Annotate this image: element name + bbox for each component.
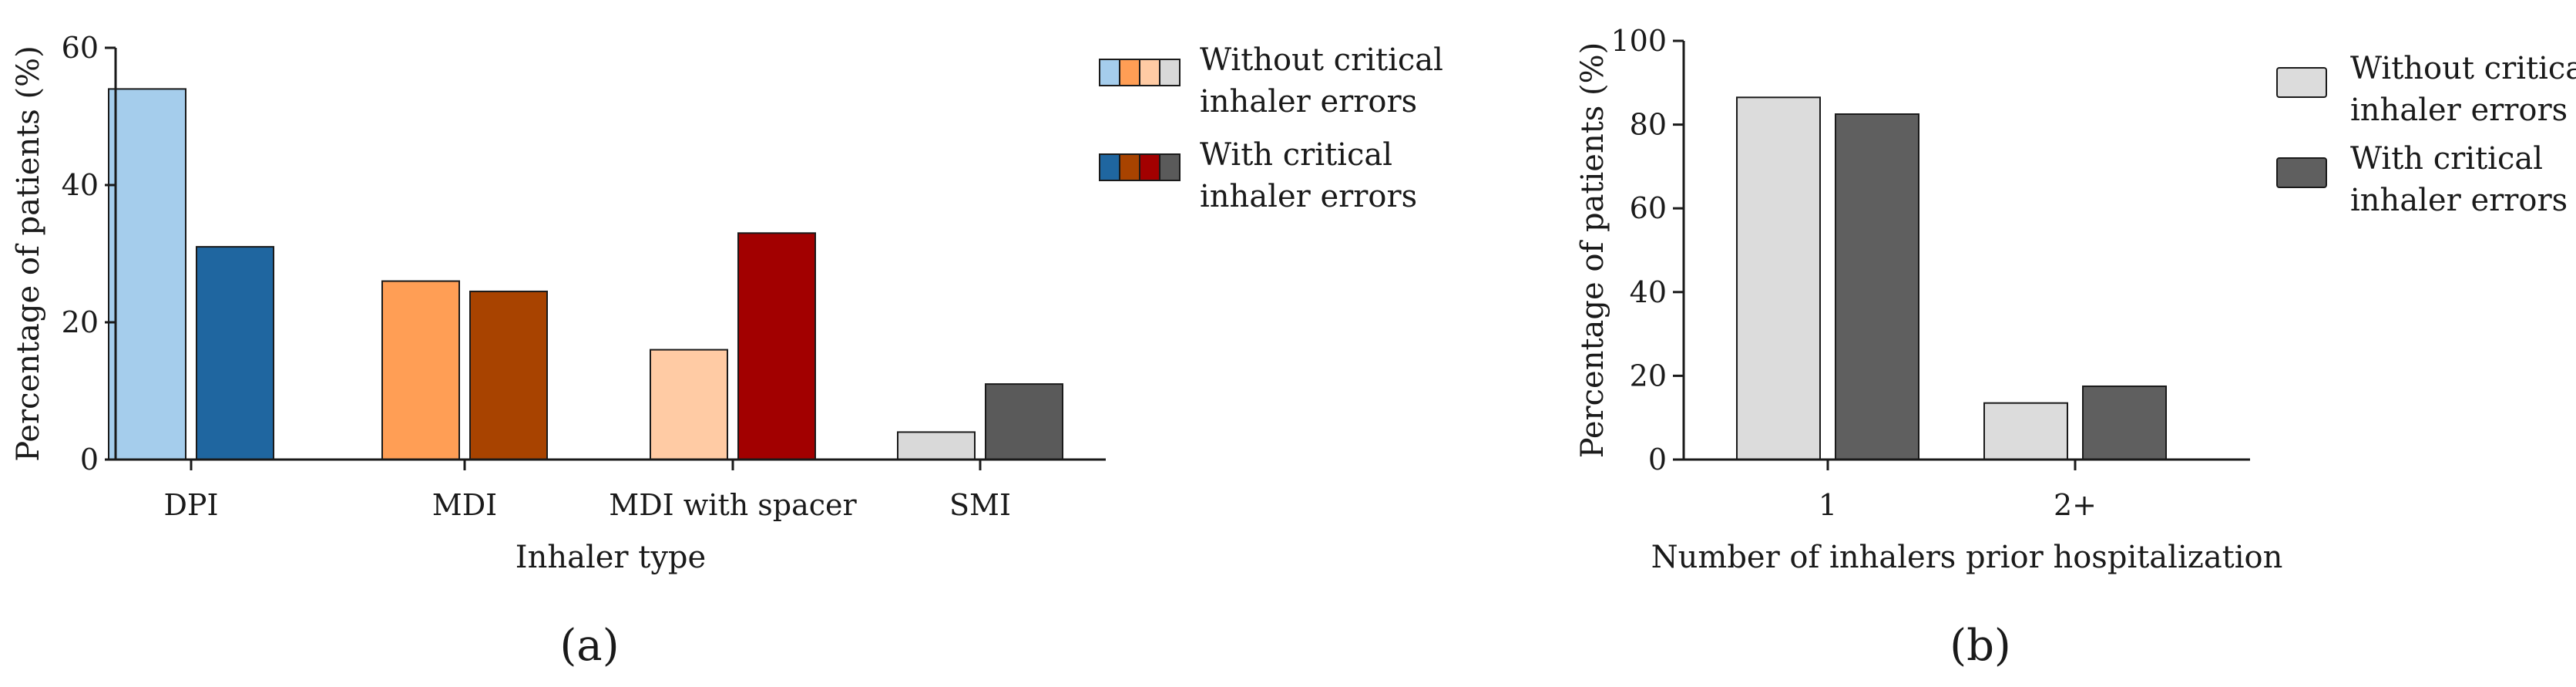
legend-label-line2: inhaler errors — [2350, 93, 2568, 128]
x-tick-label: DPI — [163, 488, 218, 522]
bar-without-errors-2- — [1983, 402, 2068, 461]
legend-label-line2: inhaler errors — [1200, 84, 1417, 120]
y-tick-label: 100 — [1610, 24, 1667, 58]
legend-label-line1: With critical — [2350, 141, 2543, 177]
legend-swatch — [1099, 153, 1120, 181]
y-tick-label: 60 — [1630, 191, 1667, 225]
legend-swatch — [1159, 59, 1181, 86]
chart-panel-b: 0 20 40 60 80 100 1 2+ Number of inhalers prior … — [1575, 24, 2576, 671]
y-tick-label: 60 — [62, 31, 99, 65]
bar-with-errors-smi — [985, 383, 1063, 461]
legend-swatch — [2276, 157, 2327, 188]
bar-with-errors-2- — [2082, 385, 2167, 461]
bar-with-errors-mdi-with-spacer — [737, 232, 816, 460]
y-tick-label: 40 — [1630, 275, 1667, 309]
legend-swatch — [2276, 67, 2327, 98]
bar-without-errors-smi — [897, 431, 976, 461]
legend-label-line2: inhaler errors — [1200, 179, 1417, 214]
x-tick-label: MDI with spacer — [609, 488, 857, 522]
bar-without-errors-dpi — [108, 88, 186, 461]
legend-swatch — [1139, 59, 1160, 86]
y-axis-title: Percentage of patients (%) — [1575, 42, 1610, 459]
legend: Without critical inhaler errors With criti… — [2276, 51, 2576, 218]
y-tick-label: 20 — [1630, 359, 1667, 392]
bar-with-errors-dpi — [196, 246, 274, 460]
legend-swatch — [1119, 59, 1140, 86]
legend-label-line1: With critical — [1200, 137, 1392, 173]
y-tick-label: 0 — [1648, 443, 1667, 477]
legend-swatch — [1139, 153, 1160, 181]
legend-label-line2: inhaler errors — [2350, 183, 2568, 218]
bar-without-errors-mdi-with-spacer — [650, 349, 728, 460]
x-tick-label: 2+ — [2054, 488, 2097, 522]
y-tick-label: 80 — [1630, 108, 1667, 142]
x-axis-title: Inhaler type — [516, 540, 706, 575]
chart-panel-a: 0 20 40 60 DPI MDI MDI with spacer SMI Inhaler t… — [11, 31, 1443, 671]
y-tick-label: 0 — [80, 443, 99, 477]
y-axis-title: Percentage of patients (%) — [11, 45, 46, 462]
legend-label-line1: Without critical — [2350, 51, 2576, 86]
y-tick-label: 20 — [62, 305, 99, 339]
bar-with-errors-1 — [1835, 113, 1919, 460]
legend-swatch — [1159, 153, 1181, 181]
legend-swatch — [1119, 153, 1140, 181]
y-tick-label: 40 — [62, 168, 99, 202]
legend: Without critical inhaler errors With criti… — [1099, 42, 1443, 214]
x-tick-label: MDI — [432, 488, 497, 522]
legend-label-line1: Without critical — [1200, 42, 1443, 78]
x-axis-title: Number of inhalers prior hospitalization — [1651, 540, 2283, 575]
panel-label: (b) — [1950, 621, 2011, 671]
bar-without-errors-1 — [1736, 96, 1821, 461]
x-tick-label: 1 — [1819, 488, 1837, 522]
bar-with-errors-mdi — [469, 290, 548, 461]
legend-swatch — [1099, 59, 1120, 86]
x-tick-label: SMI — [949, 488, 1011, 522]
panel-label: (a) — [559, 621, 619, 671]
bar-without-errors-mdi — [381, 280, 460, 460]
